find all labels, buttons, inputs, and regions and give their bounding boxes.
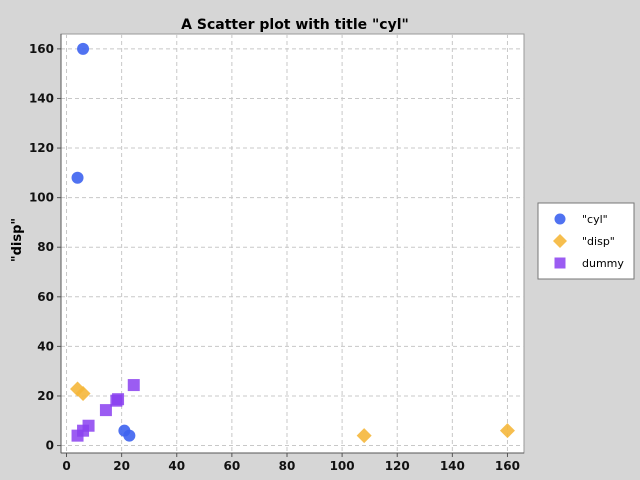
grid-lines (61, 34, 524, 453)
legend-marker-3 (554, 257, 566, 269)
y-tick-label: 120 (29, 141, 54, 155)
x-tick-label: 20 (113, 459, 130, 473)
legend-marker-2 (553, 234, 567, 248)
dummy-point (82, 419, 95, 432)
y-tick-label: 80 (37, 240, 54, 254)
chart-title: A Scatter plot with title "cyl" (181, 17, 409, 33)
axes: 0 20 40 60 80 100 120 140 160 0 20 40 60 80 100 120 140 1… (29, 34, 524, 473)
x-tick-label: 40 (168, 459, 185, 473)
disp-point (75, 385, 91, 401)
y-tick-label: 60 (37, 290, 54, 304)
dummy-point (127, 379, 140, 392)
dummy-point (99, 404, 112, 417)
x-tick-label: 100 (330, 459, 355, 473)
y-tick-label: 160 (29, 42, 54, 56)
x-tick-label: 80 (279, 459, 296, 473)
cyl-point (77, 42, 90, 55)
x-tick-label: 140 (440, 459, 465, 473)
x-tick-label: 120 (385, 459, 410, 473)
y-tick-label: 100 (29, 191, 54, 205)
x-tick-label: 60 (224, 459, 241, 473)
legend-label: dummy (582, 257, 624, 270)
cyl-point (123, 429, 136, 442)
disp-point (499, 423, 515, 439)
x-tick-label: 160 (495, 459, 520, 473)
x-tick-label: 0 (62, 459, 70, 473)
y-tick-label: 0 (46, 439, 54, 453)
data-points (70, 42, 515, 444)
legend-marker-1 (554, 213, 566, 225)
y-tick-label: 140 (29, 91, 54, 105)
disp-point (356, 428, 372, 444)
y-tick-label: 40 (37, 339, 54, 353)
legend-label: "cyl" (582, 213, 608, 226)
y-axis-label: "disp" (10, 218, 25, 262)
y-tick-label: 20 (37, 389, 54, 403)
legend-label: "disp" (582, 235, 615, 248)
cyl-point (71, 171, 84, 184)
legend: "cyl" "disp" dummy (537, 202, 635, 280)
dummy-point (112, 393, 125, 406)
